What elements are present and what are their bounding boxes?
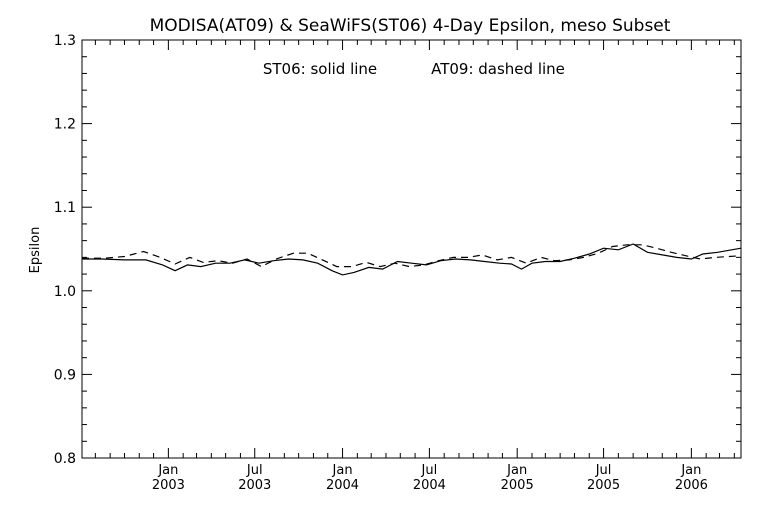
annotation-st06: ST06: solid line (263, 60, 377, 78)
series-line-st06 (82, 243, 742, 276)
y-axis-label: Epsilon (28, 227, 43, 274)
x-tick-label-month: Jan (332, 463, 353, 478)
series-line-at09 (82, 244, 742, 268)
x-axis: Jan2003Jul2003Jan2004Jul2004Jan2005Jul20… (94, 40, 735, 493)
chart-title: MODISA(AT09) & SeaWiFS(ST06) 4-Day Epsil… (150, 16, 671, 36)
x-tick-label-month: Jan (506, 463, 527, 478)
x-tick-label-month: Jul (595, 463, 612, 478)
annotation-at09: AT09: dashed line (431, 60, 565, 78)
x-tick-label-month: Jan (157, 463, 178, 478)
x-tick-label-month: Jul (421, 463, 438, 478)
x-tick-label-year: 2005 (587, 478, 620, 493)
y-tick-label: 0.9 (54, 367, 76, 383)
x-tick-label-year: 2004 (326, 478, 359, 493)
y-tick-label: 1.3 (54, 33, 76, 49)
x-tick-label-year: 2006 (675, 478, 708, 493)
y-axis: 0.8 0.9 1.0 1.1 1.2 1.3 (54, 33, 741, 467)
x-tick-label-month: Jan (680, 463, 701, 478)
y-tick-label: 1.0 (54, 284, 76, 300)
y-tick-label: 1.1 (54, 200, 76, 216)
x-tick-label-year: 2003 (152, 478, 185, 493)
plot-frame (81, 39, 742, 459)
series-layer (82, 243, 742, 276)
x-tick-label-year: 2003 (238, 478, 271, 493)
x-tick-label-month: Jul (246, 463, 263, 478)
y-tick-label: 1.2 (54, 117, 76, 133)
x-tick-label-year: 2004 (413, 478, 446, 493)
y-tick-label: 0.8 (54, 451, 76, 467)
x-tick-label-year: 2005 (501, 478, 534, 493)
